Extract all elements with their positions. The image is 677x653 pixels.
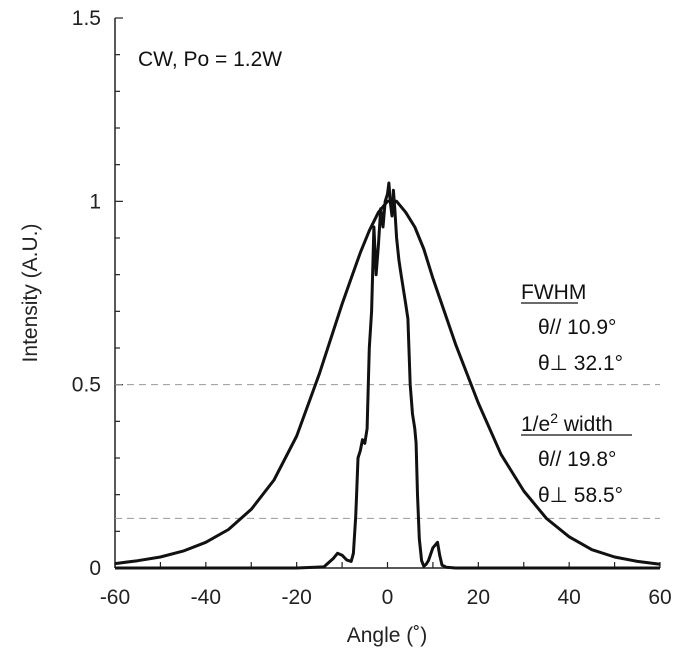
- fwhm-perpendicular-value: θ⊥ 32.1°: [538, 352, 623, 375]
- tick-labels: 0 0.5 1 1.5 -60 -40 -20 0 20 40 60: [72, 7, 672, 609]
- x-axis-title: Angle (˚): [347, 624, 428, 647]
- x-tick-label: -40: [191, 586, 221, 609]
- e2-heading-superscript: 2: [550, 410, 558, 426]
- x-tick-label: -20: [281, 586, 311, 609]
- fwhm-parallel-value: θ// 10.9°: [538, 316, 616, 339]
- y-tick-label: 0.5: [72, 374, 101, 397]
- e2-parallel-value: θ// 19.8°: [538, 448, 616, 471]
- reference-lines: [115, 384, 660, 519]
- x-tick-label: 60: [648, 586, 671, 609]
- e2-heading-main: 1/e: [521, 413, 550, 436]
- series-line-2: [115, 181, 660, 570]
- x-tick-label: -60: [100, 586, 130, 609]
- e2-width-heading: 1/e2 width: [521, 410, 613, 436]
- y-axis-title: Intensity (A.U.): [19, 224, 42, 363]
- e2-heading-rest: width: [558, 413, 613, 436]
- y-tick-label: 1: [89, 190, 101, 213]
- e2-perpendicular-value: θ⊥ 58.5°: [538, 484, 623, 507]
- y-tick-label: 1.5: [72, 7, 101, 30]
- y-tick-label: 0: [89, 557, 101, 580]
- series-line-1: [114, 199, 661, 566]
- axis-ticks: [114, 17, 661, 569]
- x-tick-label: 0: [382, 586, 394, 609]
- condition-label: CW, Po = 1.2W: [138, 48, 282, 71]
- x-tick-label: 40: [557, 586, 580, 609]
- fwhm-heading: FWHM: [521, 281, 586, 304]
- series-group: [114, 181, 661, 570]
- x-tick-label: 20: [467, 586, 490, 609]
